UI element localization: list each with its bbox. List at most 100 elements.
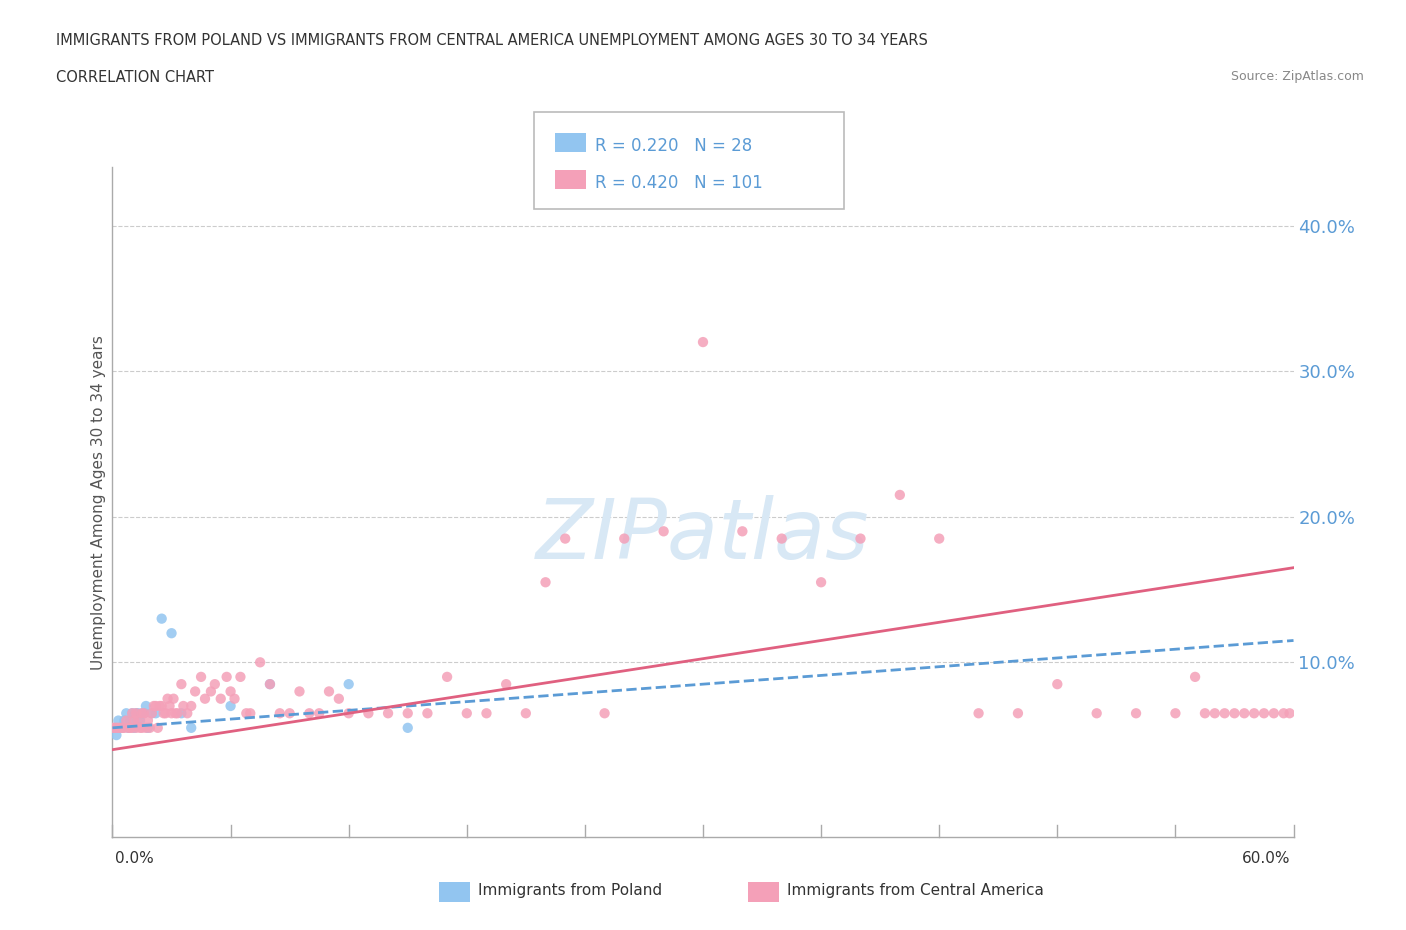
Point: [495, 677, 517, 692]
Point: [117, 721, 139, 736]
Point: [318, 684, 340, 698]
Point: [1125, 706, 1147, 721]
Point: [127, 713, 149, 728]
Text: ZIPatlas: ZIPatlas: [536, 495, 870, 577]
Point: [135, 721, 157, 736]
Point: [132, 706, 155, 721]
Text: 60.0%: 60.0%: [1243, 851, 1291, 866]
Point: [1233, 706, 1256, 721]
Point: [141, 706, 163, 721]
Point: [120, 713, 142, 728]
Text: R = 0.220   N = 28: R = 0.220 N = 28: [595, 137, 752, 154]
Point: [1223, 706, 1246, 721]
Point: [107, 721, 129, 736]
Point: [328, 691, 350, 706]
Point: [136, 713, 159, 728]
Text: CORRELATION CHART: CORRELATION CHART: [56, 70, 214, 85]
Point: [416, 706, 439, 721]
Point: [142, 698, 165, 713]
Point: [105, 721, 128, 736]
Point: [160, 706, 183, 721]
Point: [554, 531, 576, 546]
Point: [129, 721, 152, 736]
Point: [849, 531, 872, 546]
Point: [152, 706, 174, 721]
Point: [166, 706, 188, 721]
Point: [131, 721, 153, 736]
Point: [235, 706, 257, 721]
Point: [928, 531, 950, 546]
Point: [172, 698, 194, 713]
Point: [1253, 706, 1275, 721]
Point: [145, 706, 167, 721]
Point: [184, 684, 207, 698]
Point: [112, 721, 135, 736]
Point: [219, 698, 242, 713]
Point: [180, 721, 202, 736]
Y-axis label: Unemployment Among Ages 30 to 34 years: Unemployment Among Ages 30 to 34 years: [91, 335, 105, 670]
Point: [115, 706, 138, 721]
Point: [111, 721, 134, 736]
Point: [180, 698, 202, 713]
Text: Immigrants from Central America: Immigrants from Central America: [787, 884, 1045, 898]
Point: [475, 706, 498, 721]
Point: [115, 713, 138, 728]
Point: [224, 691, 246, 706]
Point: [101, 721, 124, 736]
Point: [103, 721, 125, 736]
Point: [156, 691, 179, 706]
Point: [456, 706, 478, 721]
Point: [150, 611, 173, 626]
Point: [110, 721, 132, 736]
Point: [1213, 706, 1236, 721]
Point: [1243, 706, 1265, 721]
Point: [125, 706, 148, 721]
Point: [150, 698, 173, 713]
Point: [1204, 706, 1226, 721]
Point: [652, 524, 675, 538]
Point: [259, 677, 281, 692]
Point: [515, 706, 537, 721]
Point: [131, 706, 153, 721]
Point: [396, 706, 419, 721]
Text: Source: ZipAtlas.com: Source: ZipAtlas.com: [1230, 70, 1364, 83]
Point: [613, 531, 636, 546]
Point: [209, 691, 232, 706]
Point: [162, 691, 184, 706]
Point: [298, 706, 321, 721]
Text: Immigrants from Poland: Immigrants from Poland: [478, 884, 662, 898]
Point: [121, 706, 143, 721]
Point: [149, 698, 172, 713]
Point: [170, 677, 193, 692]
Point: [308, 706, 330, 721]
Point: [146, 721, 169, 736]
Point: [278, 706, 301, 721]
Text: IMMIGRANTS FROM POLAND VS IMMIGRANTS FROM CENTRAL AMERICA UNEMPLOYMENT AMONG AGE: IMMIGRANTS FROM POLAND VS IMMIGRANTS FRO…: [56, 33, 928, 47]
Point: [810, 575, 832, 590]
Point: [117, 721, 139, 736]
Point: [337, 706, 360, 721]
Point: [239, 706, 262, 721]
Point: [136, 721, 159, 736]
Point: [770, 531, 793, 546]
Point: [145, 698, 167, 713]
Point: [190, 670, 212, 684]
Point: [135, 698, 157, 713]
Point: [1085, 706, 1108, 721]
Point: [731, 524, 754, 538]
Point: [141, 706, 163, 721]
Point: [131, 706, 153, 721]
Point: [159, 698, 181, 713]
Point: [249, 655, 271, 670]
Point: [120, 721, 142, 736]
Point: [204, 677, 226, 692]
Point: [101, 721, 124, 736]
Point: [967, 706, 990, 721]
Point: [127, 706, 149, 721]
Point: [200, 684, 222, 698]
Point: [1046, 677, 1069, 692]
Point: [1184, 670, 1206, 684]
Point: [229, 670, 252, 684]
Point: [129, 713, 152, 728]
Point: [337, 677, 360, 692]
